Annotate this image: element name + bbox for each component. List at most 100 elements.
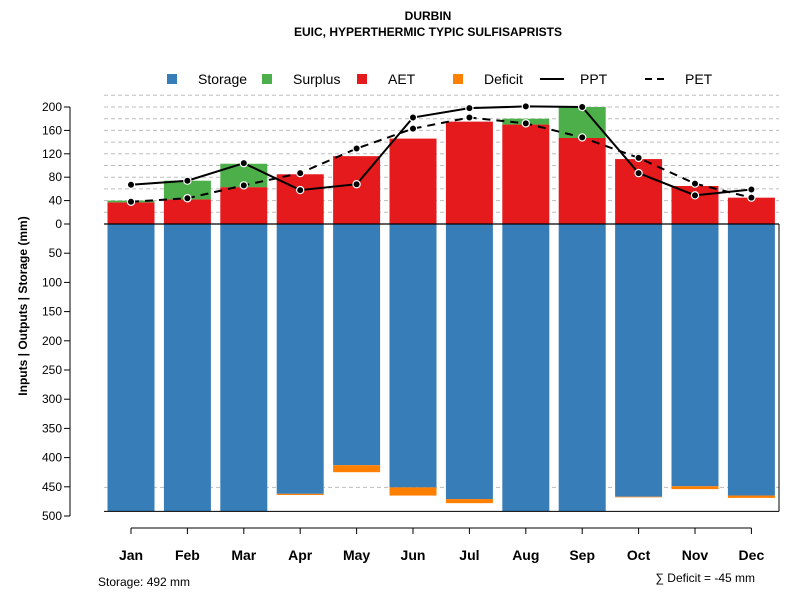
point-pet	[126, 197, 136, 206]
point-pet	[239, 181, 248, 190]
legend-item: PET	[645, 71, 713, 87]
point-ppt	[747, 185, 756, 194]
bar-aet	[445, 121, 493, 224]
gridlines	[104, 94, 779, 488]
bar-deficit	[389, 487, 437, 496]
legend-item: Surplus	[262, 71, 340, 87]
x-tick-label: Apr	[288, 547, 313, 563]
legend-item: AET	[357, 71, 416, 87]
x-tick-label: Mar	[231, 547, 256, 563]
bar-deficit	[445, 499, 493, 504]
x-tick-label: Dec	[739, 547, 765, 563]
point-ppt	[126, 180, 136, 190]
y-tick-label: 450	[42, 480, 62, 494]
x-tick-label: May	[343, 547, 370, 563]
legend-label: PET	[685, 71, 713, 87]
point-pet	[634, 153, 643, 163]
legend-label: Surplus	[293, 71, 340, 87]
bar-aet	[107, 202, 155, 224]
y-tick-label: 300	[42, 392, 62, 406]
point-ppt	[183, 176, 192, 185]
point-ppt	[690, 191, 700, 200]
point-pet	[747, 193, 756, 202]
bar-deficit	[333, 465, 381, 473]
chart-subtitle: EUIC, HYPERTHERMIC TYPIC SULFISAPRISTS	[294, 25, 562, 39]
point-pet	[183, 194, 192, 203]
y-tick-label: 40	[49, 194, 63, 208]
chart-title: DURBIN	[405, 9, 452, 23]
storage-summary: Storage: 492 mm	[98, 575, 190, 589]
line-ppt	[130, 105, 752, 197]
point-ppt	[352, 180, 361, 189]
legend-swatch	[357, 74, 367, 84]
bar-surplus	[163, 180, 211, 200]
y-tick-label: 350	[42, 421, 62, 435]
legend-label: Storage	[198, 71, 247, 87]
bar-aet	[727, 197, 775, 224]
x-tick-label: Aug	[512, 547, 539, 563]
bar-aet	[558, 138, 606, 224]
y-tick-label: 100	[42, 275, 62, 289]
bar-aet	[163, 199, 211, 224]
bar-deficit	[671, 486, 719, 490]
point-ppt	[239, 158, 248, 168]
y-tick-label: 200	[42, 100, 62, 114]
series-lines	[126, 102, 756, 206]
x-tick-label: Feb	[175, 547, 200, 563]
point-pet	[296, 168, 305, 178]
y-tick-label: 500	[42, 509, 62, 523]
x-tick-label: Sep	[569, 547, 595, 563]
point-pet	[578, 133, 587, 142]
y-tick-label: 120	[42, 147, 62, 161]
bar-storage	[333, 224, 381, 466]
bar-storage	[671, 224, 719, 487]
bar-storage	[727, 224, 775, 496]
axes: 40 80 120 160 200 0 50 100 150 200 250 300 350 400 450…	[42, 100, 780, 563]
legend-item: Deficit	[453, 71, 523, 87]
x-tick-label: Jul	[459, 547, 479, 563]
point-pet	[408, 124, 418, 133]
x-tick-label: Jan	[119, 547, 143, 563]
x-tick-label: Oct	[627, 547, 651, 563]
y-tick-label: 400	[42, 451, 62, 465]
legend-label: PPT	[580, 71, 608, 87]
y-tick-label: 200	[42, 334, 62, 348]
point-ppt	[521, 102, 531, 111]
point-ppt	[634, 168, 643, 178]
y-tick-label: 250	[42, 363, 62, 377]
point-pet	[521, 119, 531, 128]
bar-storage	[502, 224, 550, 512]
point-ppt	[408, 113, 418, 122]
bar-storage	[558, 224, 606, 512]
y-tick-label: 50	[49, 246, 63, 260]
y-tick-label: 80	[49, 170, 63, 184]
y-tick-label: 0	[55, 217, 62, 231]
y-tick-label: 150	[42, 305, 62, 319]
point-ppt	[578, 102, 587, 112]
bar-storage	[220, 224, 268, 512]
bars	[107, 107, 775, 512]
legend-swatch	[453, 74, 463, 84]
bar-deficit	[615, 496, 663, 498]
point-pet	[690, 179, 700, 188]
bar-aet	[389, 138, 437, 224]
bar-deficit	[276, 493, 324, 495]
legend-swatch	[167, 74, 177, 84]
point-ppt	[465, 103, 474, 113]
deficit-summary: ∑ Deficit = -45 mm	[655, 571, 755, 585]
legend-item: Storage	[167, 71, 247, 87]
bar-storage	[389, 224, 437, 488]
y-axis-label: Inputs | Outputs | Storage (mm)	[16, 216, 30, 395]
bar-storage	[107, 224, 155, 512]
bar-storage	[615, 224, 663, 497]
legend-label: Deficit	[484, 71, 523, 87]
bar-deficit	[727, 495, 775, 498]
point-pet	[465, 113, 474, 122]
point-ppt	[296, 185, 305, 195]
point-pet	[352, 144, 361, 153]
legend: Storage Surplus AET Deficit PPT PET	[167, 71, 713, 87]
line-pet	[130, 116, 752, 203]
bar-aet	[220, 187, 268, 224]
